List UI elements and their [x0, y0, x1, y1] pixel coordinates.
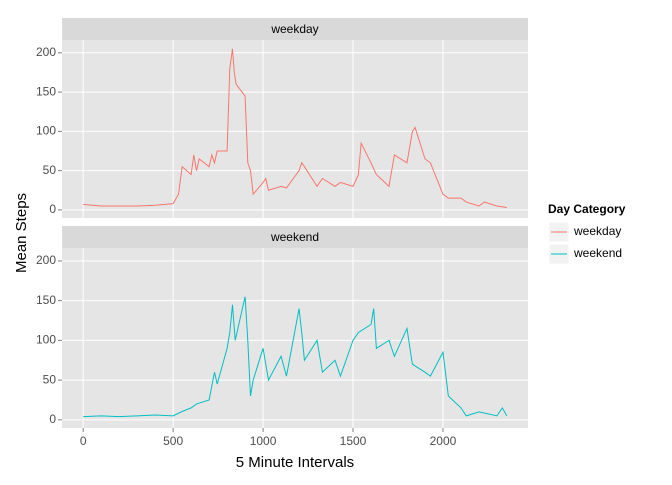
- data-line: [83, 296, 508, 418]
- panel: [62, 40, 528, 218]
- y-tick-label: 150: [36, 84, 56, 98]
- legend-label: weekend: [573, 246, 622, 260]
- legend-title: Day Category: [548, 202, 626, 216]
- y-tick-label: 200: [36, 45, 56, 59]
- x-tick-label: 500: [163, 434, 183, 448]
- y-tick-label: 0: [49, 202, 56, 216]
- y-tick-label: 0: [49, 412, 56, 426]
- strip-label: weekday: [270, 22, 318, 36]
- x-tick-label: 1000: [250, 434, 277, 448]
- y-tick-label: 150: [36, 293, 56, 307]
- y-tick-label: 200: [36, 253, 56, 267]
- x-tick-label: 2000: [430, 434, 457, 448]
- strip: [62, 18, 528, 40]
- y-tick-label: 100: [36, 333, 56, 347]
- x-axis-label: 5 Minute Intervals: [236, 454, 354, 471]
- y-tick-label: 50: [43, 372, 57, 386]
- y-tick-label: 50: [43, 163, 57, 177]
- data-line: [83, 48, 507, 209]
- x-tick-label: 1500: [340, 434, 367, 448]
- panel: [62, 248, 528, 428]
- x-tick-label: 0: [80, 434, 87, 448]
- y-tick-label: 100: [36, 124, 56, 138]
- y-axis-label: Mean Steps: [13, 193, 30, 273]
- strip: [62, 226, 528, 248]
- strip-label: weekend: [270, 230, 319, 244]
- legend-label: weekday: [573, 224, 621, 238]
